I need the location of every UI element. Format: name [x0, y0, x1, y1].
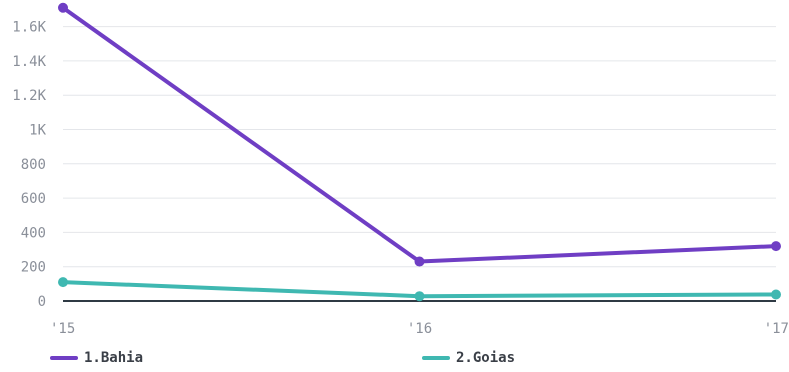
data-point[interactable]	[414, 256, 425, 267]
y-tick-label: 400	[21, 225, 46, 241]
series-1	[58, 277, 781, 302]
x-axis-ticks: '15 '16 '17	[50, 321, 789, 337]
x-tick-label: '15	[50, 321, 75, 337]
legend-label-bahia: 1.Bahia	[84, 350, 144, 366]
x-tick-label: '16	[407, 321, 432, 337]
legend-item-goias[interactable]: 2.Goias	[422, 348, 515, 368]
y-tick-label: 800	[21, 157, 46, 173]
x-tick-label: '17	[764, 321, 789, 337]
legend-swatch-bahia	[50, 356, 78, 360]
data-point[interactable]	[771, 241, 781, 252]
series-line	[61, 5, 778, 264]
legend: 1.Bahia 2.Goias	[0, 348, 789, 372]
series-lines	[58, 2, 781, 302]
y-tick-label: 1.6K	[12, 20, 46, 36]
series-0	[58, 2, 781, 267]
y-tick-label: 200	[21, 260, 46, 276]
legend-swatch-goias	[422, 356, 450, 360]
gridlines	[63, 26, 776, 268]
data-point[interactable]	[58, 277, 68, 288]
y-tick-label: 1.2K	[12, 88, 46, 104]
y-tick-label: 0	[38, 294, 46, 310]
legend-item-bahia[interactable]: 1.Bahia	[50, 348, 143, 368]
legend-label-goias: 2.Goias	[456, 350, 516, 366]
y-axis-ticks: 0 200 400 600 800 1K 1.2K 1.4K 1.6K	[12, 20, 46, 310]
data-point[interactable]	[771, 289, 781, 300]
y-tick-label: 1.4K	[12, 54, 46, 70]
y-tick-label: 1K	[29, 123, 46, 139]
y-tick-label: 600	[21, 191, 46, 207]
data-point[interactable]	[414, 291, 425, 302]
data-point[interactable]	[58, 2, 68, 13]
